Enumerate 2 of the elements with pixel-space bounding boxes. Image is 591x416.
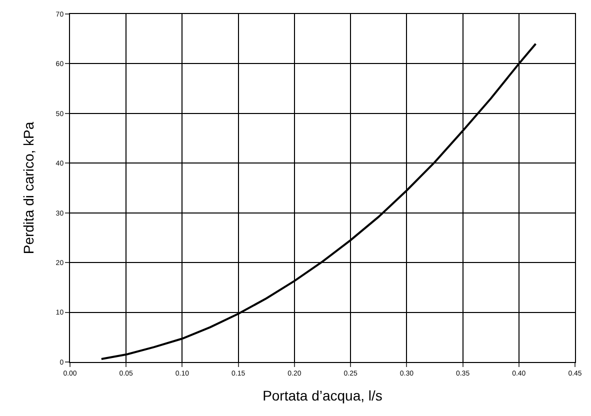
y-axis-title: Perdita di carico, kPa xyxy=(20,122,36,254)
x-axis-title: Portata d’acqua, l/s xyxy=(262,388,382,404)
